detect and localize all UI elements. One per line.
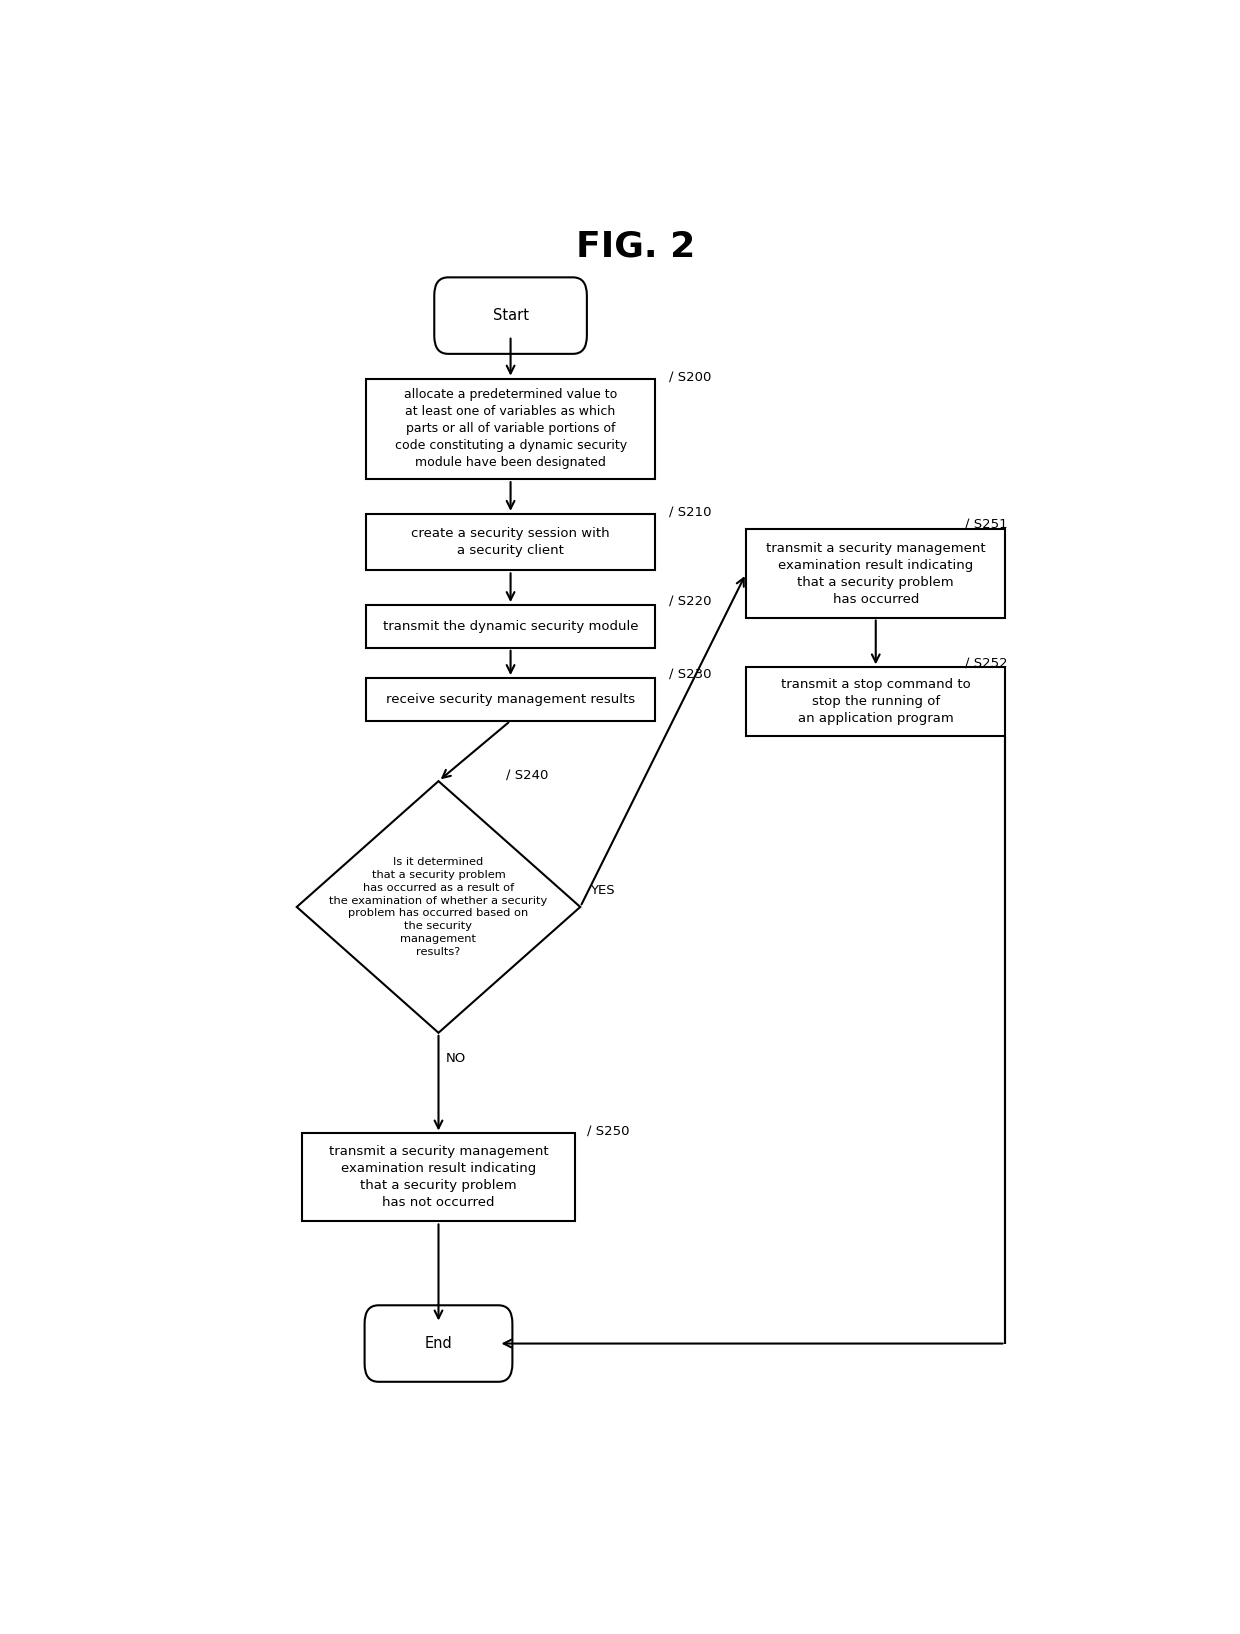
Text: ∕ S250: ∕ S250	[588, 1124, 630, 1137]
Text: receive security management results: receive security management results	[386, 693, 635, 706]
Text: ∕ S230: ∕ S230	[670, 668, 712, 681]
Bar	[746, 667, 1006, 737]
Text: ∕ S252: ∕ S252	[965, 657, 1008, 670]
Text: ∕ S240: ∕ S240	[506, 768, 548, 781]
Bar	[367, 678, 655, 721]
FancyBboxPatch shape	[434, 278, 587, 355]
FancyBboxPatch shape	[365, 1306, 512, 1382]
Text: transmit a security management
examination result indicating
that a security pro: transmit a security management examinati…	[766, 541, 986, 606]
Text: create a security session with
a security client: create a security session with a securit…	[412, 528, 610, 557]
Text: YES: YES	[590, 884, 615, 897]
Text: ∕ S220: ∕ S220	[670, 595, 712, 608]
Text: ∕ S200: ∕ S200	[670, 371, 712, 384]
Text: ∕ S251: ∕ S251	[965, 518, 1008, 531]
Text: ∕ S210: ∕ S210	[670, 505, 712, 518]
Text: transmit the dynamic security module: transmit the dynamic security module	[383, 619, 639, 632]
Polygon shape	[296, 781, 580, 1033]
Bar	[301, 1134, 575, 1222]
Text: End: End	[424, 1337, 453, 1351]
Text: Is it determined
that a security problem
has occurred as a result of
the examina: Is it determined that a security problem…	[330, 858, 548, 958]
Text: Start: Start	[492, 309, 528, 324]
Text: NO: NO	[446, 1052, 466, 1065]
Text: transmit a stop command to
stop the running of
an application program: transmit a stop command to stop the runn…	[781, 678, 971, 725]
Text: transmit a security management
examination result indicating
that a security pro: transmit a security management examinati…	[329, 1145, 548, 1209]
Bar	[746, 529, 1006, 618]
Bar	[367, 513, 655, 570]
Bar	[367, 379, 655, 479]
Bar	[367, 605, 655, 647]
Text: FIG. 2: FIG. 2	[575, 229, 696, 263]
Text: allocate a predetermined value to
at least one of variables as which
parts or al: allocate a predetermined value to at lea…	[394, 389, 626, 469]
